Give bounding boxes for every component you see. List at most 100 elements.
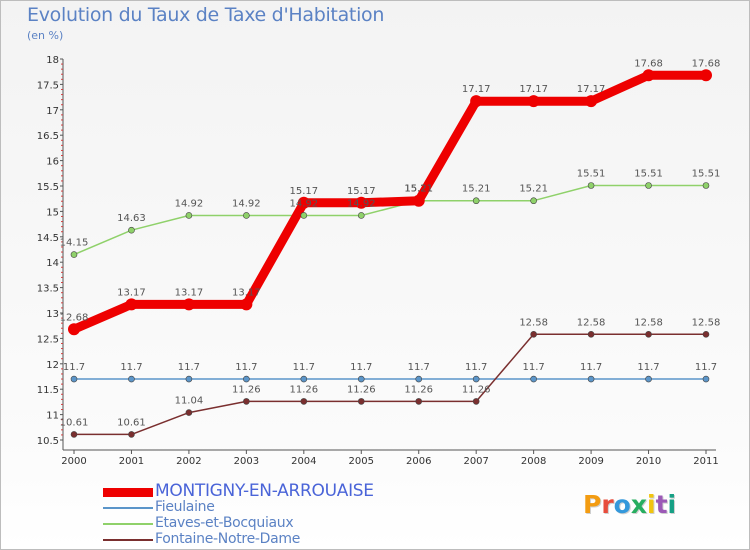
data-label: 11.7 [178, 362, 200, 373]
series-lines [69, 70, 711, 436]
data-point [185, 375, 193, 383]
data-point [68, 323, 80, 336]
data-label: 15.51 [692, 168, 721, 179]
legend-swatch [103, 539, 153, 541]
data-point [530, 197, 537, 205]
data-point [70, 431, 78, 438]
data-point [527, 95, 540, 108]
logo-letter: o [613, 490, 631, 519]
x-tick-label: 2005 [349, 456, 374, 467]
data-label: 17.68 [692, 58, 721, 69]
data-label: 15.21 [519, 184, 548, 195]
legend-swatch [103, 523, 153, 525]
data-point [702, 182, 710, 189]
data-label: 11.7 [63, 362, 85, 373]
x-tick-label: 2003 [234, 456, 259, 467]
data-label: 11.26 [347, 384, 376, 395]
data-point [297, 196, 310, 209]
series-line-3 [73, 333, 707, 436]
data-label: 10.61 [60, 417, 89, 428]
data-point [472, 375, 480, 383]
axes: 10.5 11 11.5 12 12.5 13 13.5 14 14.5 15 15.5 16 16.5… [37, 55, 719, 467]
data-point [585, 95, 598, 108]
data-label: 15.21 [462, 184, 491, 195]
y-tick-label: 15 [46, 207, 59, 218]
data-label: 12.68 [60, 312, 89, 323]
y-tick-label: 13.5 [37, 284, 59, 295]
data-point [700, 69, 712, 82]
chart-unit-label: (en %) [27, 29, 64, 42]
y-tick-label: 11.5 [37, 385, 59, 396]
data-label: 11.7 [580, 362, 602, 373]
series-line-2 [73, 184, 707, 256]
data-point [70, 375, 78, 383]
data-label: 13.17 [175, 287, 204, 298]
data-point [472, 197, 480, 205]
data-label: 12.58 [577, 317, 606, 328]
data-point [355, 196, 368, 209]
data-point [357, 375, 365, 383]
data-label: 11.7 [523, 362, 545, 373]
x-tick-label: 2010 [636, 456, 661, 467]
legend-swatch [103, 507, 153, 509]
logo-letter: i [667, 490, 677, 519]
data-label: 15.21 [404, 184, 433, 195]
data-point [415, 375, 423, 383]
data-point [300, 212, 308, 219]
data-point [642, 69, 655, 82]
data-point [70, 251, 78, 258]
y-tick-label: 17 [46, 106, 59, 117]
data-label: 14.92 [289, 198, 318, 209]
data-point [128, 375, 135, 383]
legend-label: Etaves-et-Bocquiaux [155, 515, 294, 531]
logo-letter: r [601, 490, 614, 519]
legend-label: Fieulaine [155, 499, 215, 515]
legend-swatch [103, 488, 153, 497]
data-label: 13.17 [117, 287, 146, 298]
data-point [357, 398, 365, 405]
data-label: 15.51 [577, 168, 606, 179]
data-label: 17.17 [519, 84, 548, 95]
data-point [530, 331, 537, 338]
data-label: 14.15 [60, 238, 89, 249]
y-tick-label: 12.5 [37, 334, 59, 345]
data-label: 15.51 [634, 168, 663, 179]
data-label: 12.58 [692, 317, 721, 328]
data-label: 13.17 [232, 287, 261, 298]
y-tick-label: 15.5 [37, 182, 59, 193]
data-point [415, 398, 423, 405]
data-point [530, 375, 537, 383]
data-point [182, 298, 195, 311]
data-label: 11.26 [289, 384, 318, 395]
data-label: 10.61 [117, 417, 146, 428]
data-label: 11.7 [637, 362, 659, 373]
y-tick-label: 11 [46, 411, 59, 422]
legend-label: MONTIGNY-EN-ARROUAISE [155, 481, 374, 501]
series-points [68, 69, 712, 438]
data-point [645, 182, 652, 189]
data-point [702, 375, 710, 383]
x-tick-label: 2008 [521, 456, 546, 467]
data-label: 11.04 [175, 396, 204, 407]
x-tick-label: 2000 [61, 456, 86, 467]
y-tick-label: 16 [46, 157, 59, 168]
data-label: 14.92 [232, 198, 261, 209]
data-label: 11.7 [465, 362, 487, 373]
logo-letter: i [647, 490, 656, 519]
y-tick-label: 10.5 [37, 436, 59, 447]
y-tick-label: 13 [46, 309, 59, 320]
data-point [243, 212, 250, 219]
x-tick-label: 2007 [463, 456, 488, 467]
data-label: 11.7 [293, 362, 315, 373]
data-label: 11.7 [408, 362, 430, 373]
series-line-0 [69, 70, 711, 334]
data-point [587, 182, 595, 189]
data-label: 11.26 [404, 384, 433, 395]
data-point [240, 298, 253, 311]
data-point [128, 226, 135, 234]
data-point [185, 212, 193, 219]
data-point [300, 375, 308, 383]
data-label: 11.26 [232, 384, 261, 395]
